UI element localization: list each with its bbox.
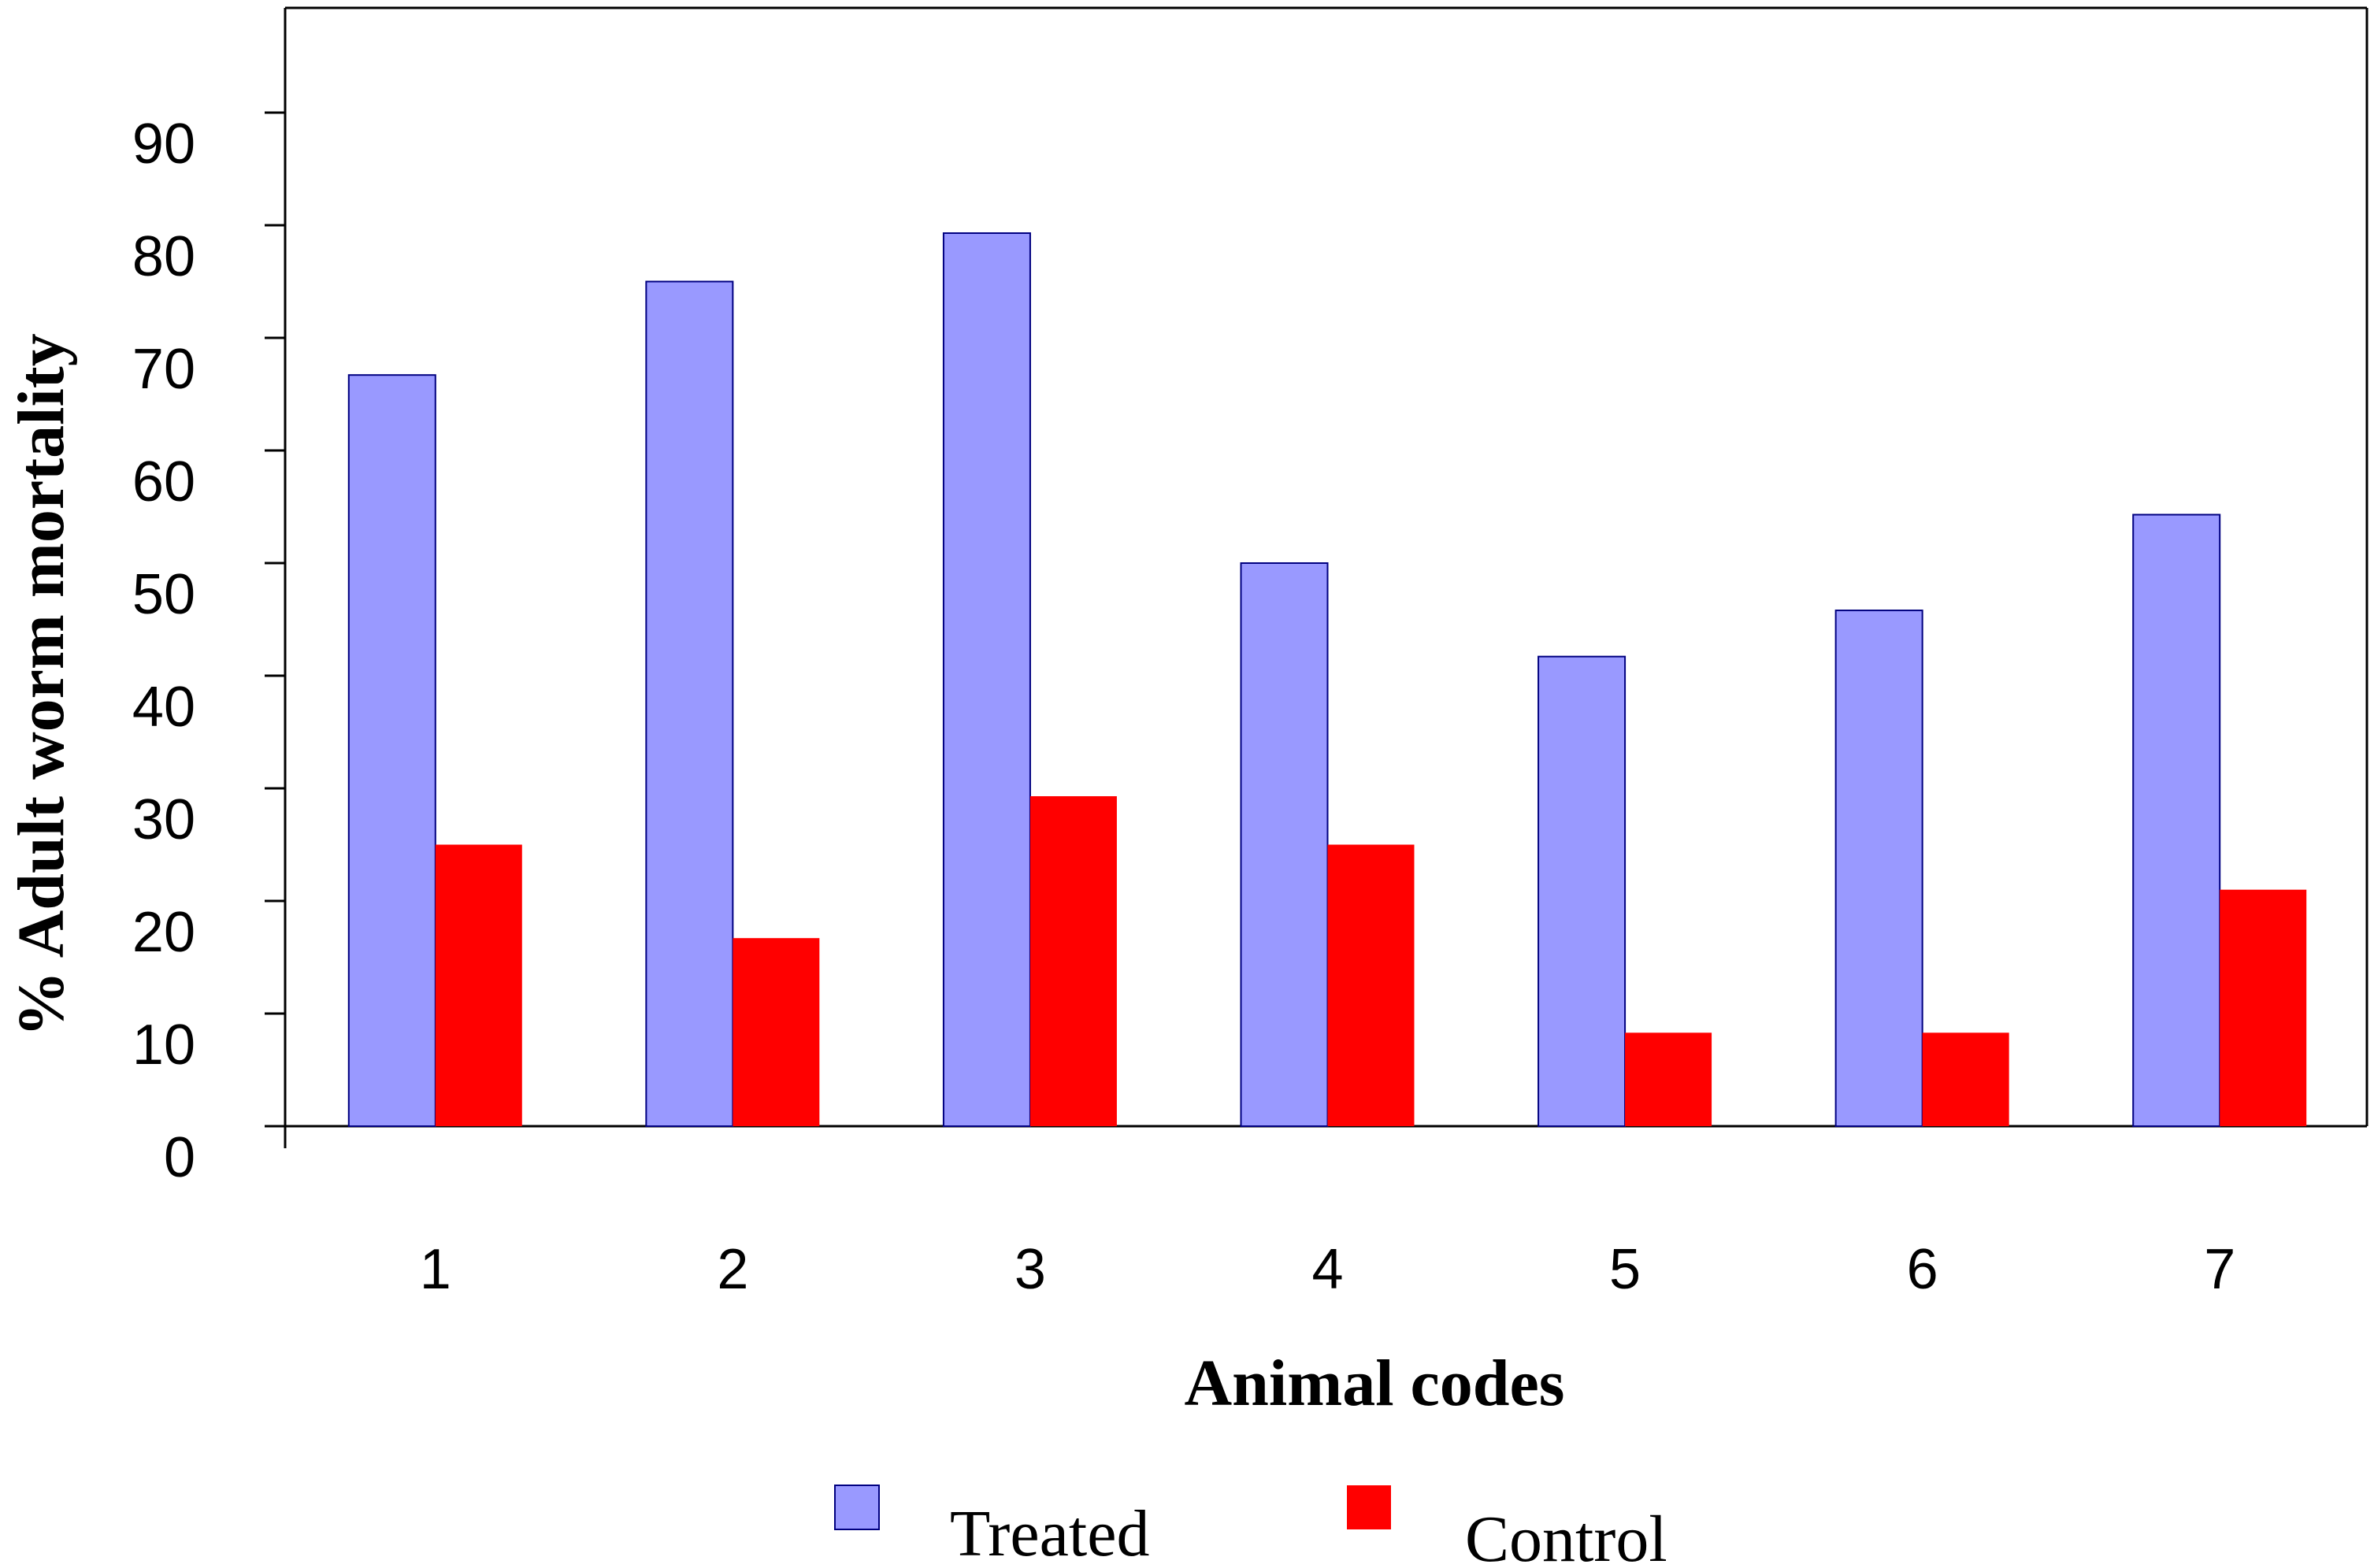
y-tick-label: 60 bbox=[132, 450, 195, 513]
x-tick-label: 5 bbox=[1609, 1238, 1641, 1301]
x-tick-label: 2 bbox=[717, 1238, 748, 1301]
bar-treated-6 bbox=[1834, 610, 1923, 1127]
x-tick-label: 4 bbox=[1311, 1238, 1343, 1301]
bar-treated-2 bbox=[645, 280, 734, 1127]
bar-treated-7 bbox=[2132, 513, 2221, 1127]
legend-swatch-control bbox=[1347, 1485, 1391, 1529]
y-axis-ticks bbox=[265, 111, 285, 1128]
legend-swatch-treated bbox=[834, 1485, 880, 1530]
bar-treated-1 bbox=[347, 374, 436, 1127]
bar-control-2 bbox=[733, 938, 820, 1126]
y-axis-tick-labels: 0 10 20 30 40 50 60 70 80 90 bbox=[132, 113, 195, 1189]
x-tick-label: 3 bbox=[1015, 1238, 1046, 1301]
legend-label-treated: Treated bbox=[950, 1497, 1150, 1568]
bar-control-7 bbox=[2220, 889, 2307, 1126]
legend: Treated Control bbox=[834, 1485, 1667, 1568]
bar-treated-4 bbox=[1240, 562, 1329, 1127]
bar-control-4 bbox=[1327, 844, 1415, 1126]
bar-control-3 bbox=[1029, 796, 1117, 1126]
bar-control-6 bbox=[1922, 1032, 2009, 1126]
y-tick-label: 0 bbox=[164, 1126, 195, 1189]
bar-treated-5 bbox=[1538, 655, 1627, 1127]
y-tick-label: 90 bbox=[132, 113, 195, 176]
x-axis-tick-labels: 1 2 3 4 5 6 7 bbox=[420, 1238, 2235, 1301]
y-tick-label: 10 bbox=[132, 1014, 195, 1077]
legend-label-control: Control bbox=[1465, 1503, 1667, 1568]
bar-treated-3 bbox=[942, 232, 1031, 1127]
y-tick-label: 80 bbox=[132, 225, 195, 288]
bar-control-1 bbox=[435, 844, 522, 1126]
y-tick-label: 30 bbox=[132, 788, 195, 851]
x-tick-label: 7 bbox=[2204, 1238, 2235, 1301]
y-tick-label: 50 bbox=[132, 563, 195, 626]
y-axis-title: % Adult worm mortality bbox=[5, 333, 78, 1037]
bars bbox=[347, 232, 2307, 1127]
x-tick-label: 1 bbox=[420, 1238, 451, 1301]
y-tick-label: 70 bbox=[132, 338, 195, 401]
x-tick-label: 6 bbox=[1907, 1238, 1938, 1301]
bar-control-5 bbox=[1625, 1032, 1712, 1126]
y-tick-label: 40 bbox=[132, 676, 195, 739]
x-axis-title: Animal codes bbox=[1185, 1347, 1565, 1420]
y-tick-label: 20 bbox=[132, 901, 195, 964]
